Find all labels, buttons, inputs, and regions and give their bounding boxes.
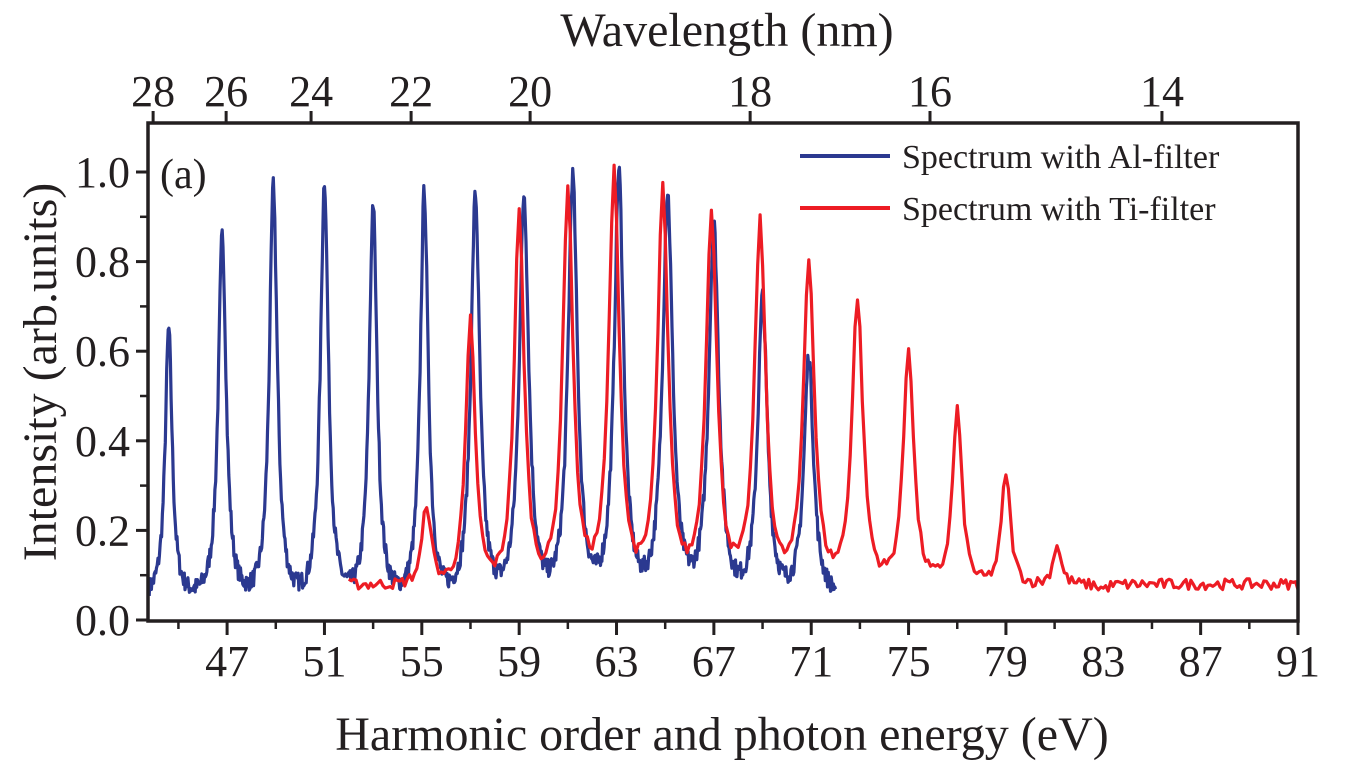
x-tick-label: 79 <box>984 637 1028 686</box>
top-tick-label: 26 <box>204 67 248 116</box>
legend-background <box>792 132 1296 232</box>
x-tick-label: 59 <box>497 637 541 686</box>
top-axis-ticks: 28 26 24 22 20 18 16 14 <box>131 67 1184 123</box>
top-tick-label: 16 <box>908 67 952 116</box>
top-tick-label: 18 <box>728 67 772 116</box>
y-tick-label: 0.8 <box>75 238 130 287</box>
y-tick-label: 0.0 <box>75 596 130 645</box>
y-tick-label: 0.6 <box>75 327 130 376</box>
x-tick-label: 83 <box>1081 637 1125 686</box>
top-tick-label: 28 <box>131 67 175 116</box>
top-tick-label: 20 <box>508 67 552 116</box>
x-tick-label: 47 <box>205 637 249 686</box>
y-tick-label: 1.0 <box>75 148 130 197</box>
x-tick-label: 91 <box>1276 637 1320 686</box>
panel-label: (a) <box>160 152 207 198</box>
x-tick-label: 87 <box>1179 637 1223 686</box>
legend: Spectrum with Al-filter Spectrum with Ti… <box>792 132 1296 232</box>
top-axis-title: Wavelength (nm) <box>560 4 893 57</box>
x-tick-label: 51 <box>302 637 346 686</box>
x-tick-label: 71 <box>789 637 833 686</box>
x-tick-label: 67 <box>692 637 736 686</box>
top-tick-label: 22 <box>389 67 433 116</box>
top-tick-label: 24 <box>289 67 333 116</box>
legend-label-ti: Spectrum with Ti-filter <box>902 191 1216 228</box>
legend-label-al: Spectrum with Al-filter <box>902 139 1220 176</box>
plot-frame <box>146 121 1300 623</box>
x-tick-label: 55 <box>400 637 444 686</box>
y-tick-label: 0.2 <box>75 506 130 555</box>
x-tick-label: 75 <box>887 637 931 686</box>
x-tick-label: 63 <box>595 637 639 686</box>
series-layer <box>147 163 1300 596</box>
x-axis-title: Harmonic order and photon energy (eV) <box>335 708 1109 761</box>
y-axis-title: Intensity (arb.units) <box>14 183 67 562</box>
left-axis-ticks: 0.0 0.2 0.4 0.6 0.8 1.0 <box>75 148 148 645</box>
bottom-axis-ticks: 47 51 55 59 63 67 71 75 79 83 87 91 <box>177 621 1320 686</box>
y-tick-label: 0.4 <box>75 417 130 466</box>
series-line-ti-filter <box>347 163 1300 593</box>
top-tick-label: 14 <box>1140 67 1184 116</box>
